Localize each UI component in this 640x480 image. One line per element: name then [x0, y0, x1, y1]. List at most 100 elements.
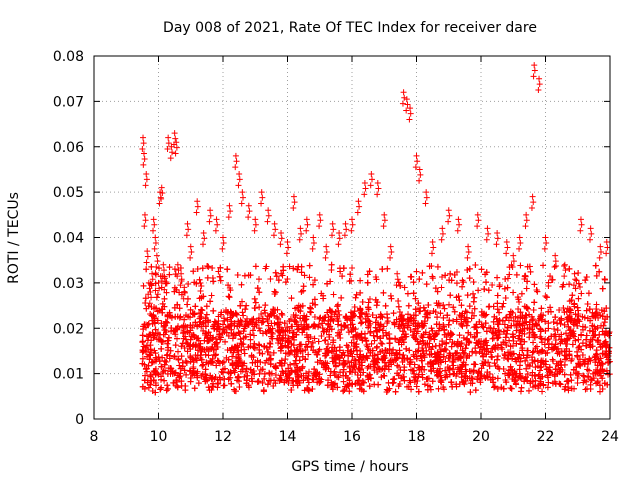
data-point	[413, 268, 420, 275]
data-point	[383, 362, 390, 369]
data-point	[449, 366, 456, 373]
data-point	[247, 331, 254, 338]
data-point	[467, 389, 474, 396]
data-point	[517, 388, 524, 395]
data-point	[163, 319, 170, 326]
data-point	[532, 364, 539, 371]
data-point	[606, 344, 613, 351]
data-point	[203, 303, 210, 310]
data-point	[250, 332, 257, 339]
data-point	[601, 276, 608, 283]
data-point	[585, 367, 592, 374]
data-point	[145, 346, 152, 353]
data-point	[494, 353, 501, 360]
data-point	[585, 290, 592, 297]
data-point	[292, 305, 299, 312]
data-point	[404, 383, 411, 390]
data-point	[415, 341, 422, 348]
data-point	[234, 272, 241, 279]
data-point	[437, 346, 444, 353]
data-point	[459, 283, 466, 290]
data-point	[229, 353, 236, 360]
data-point	[244, 372, 251, 379]
data-point	[379, 340, 386, 347]
data-point	[405, 311, 412, 318]
data-point	[149, 388, 156, 395]
data-point	[496, 309, 503, 316]
data-point	[360, 369, 367, 376]
data-point	[303, 313, 310, 320]
data-point	[537, 367, 544, 374]
data-point	[537, 326, 544, 333]
data-point	[601, 319, 608, 326]
data-point	[340, 378, 347, 385]
data-point	[240, 312, 247, 319]
data-point	[501, 321, 508, 328]
data-point	[435, 385, 442, 392]
data-point	[373, 344, 380, 351]
data-point	[203, 311, 210, 318]
data-point	[287, 361, 294, 368]
data-point	[440, 314, 447, 321]
data-point	[395, 298, 402, 305]
data-point	[549, 356, 556, 363]
data-point	[243, 365, 250, 372]
data-point	[439, 274, 446, 281]
data-point	[243, 302, 250, 309]
data-point	[241, 350, 248, 357]
data-point	[401, 284, 408, 291]
data-point	[560, 304, 567, 311]
data-point	[265, 348, 272, 355]
data-point	[575, 295, 582, 302]
data-point	[534, 358, 541, 365]
data-point	[437, 310, 444, 317]
data-point	[153, 294, 160, 301]
data-point	[566, 281, 573, 288]
data-point	[349, 353, 356, 360]
data-point	[239, 298, 246, 305]
data-point	[593, 272, 600, 279]
data-point	[166, 271, 173, 278]
data-point	[256, 289, 263, 296]
data-point	[432, 285, 439, 292]
data-point	[443, 339, 450, 346]
data-point	[205, 352, 212, 359]
data-point	[603, 367, 610, 374]
data-point	[164, 382, 171, 389]
data-point	[593, 380, 600, 387]
data-point	[252, 299, 259, 306]
data-point	[524, 370, 531, 377]
data-point	[163, 387, 170, 394]
data-point	[272, 372, 279, 379]
data-point	[568, 377, 575, 384]
data-point	[451, 308, 458, 315]
data-point	[357, 289, 364, 296]
data-point	[484, 342, 491, 349]
data-point	[174, 348, 181, 355]
data-point	[284, 276, 291, 283]
data-point	[320, 295, 327, 302]
data-point	[335, 301, 342, 308]
data-point	[290, 342, 297, 349]
data-point	[502, 295, 509, 302]
data-point	[466, 275, 473, 282]
data-point	[275, 339, 282, 346]
data-point	[238, 281, 245, 288]
data-point	[325, 377, 332, 384]
data-point	[225, 293, 232, 300]
data-point	[359, 298, 366, 305]
data-point	[512, 313, 519, 320]
data-point	[335, 307, 342, 314]
data-point	[197, 279, 204, 286]
data-point	[391, 320, 398, 327]
data-point	[252, 263, 259, 270]
data-point	[374, 343, 381, 350]
data-point	[261, 375, 268, 382]
data-point	[486, 363, 493, 370]
data-point	[540, 262, 547, 269]
data-point	[578, 290, 585, 297]
data-point	[408, 386, 415, 393]
grid-lines	[94, 56, 610, 419]
data-point	[152, 271, 159, 278]
data-point	[230, 349, 237, 356]
